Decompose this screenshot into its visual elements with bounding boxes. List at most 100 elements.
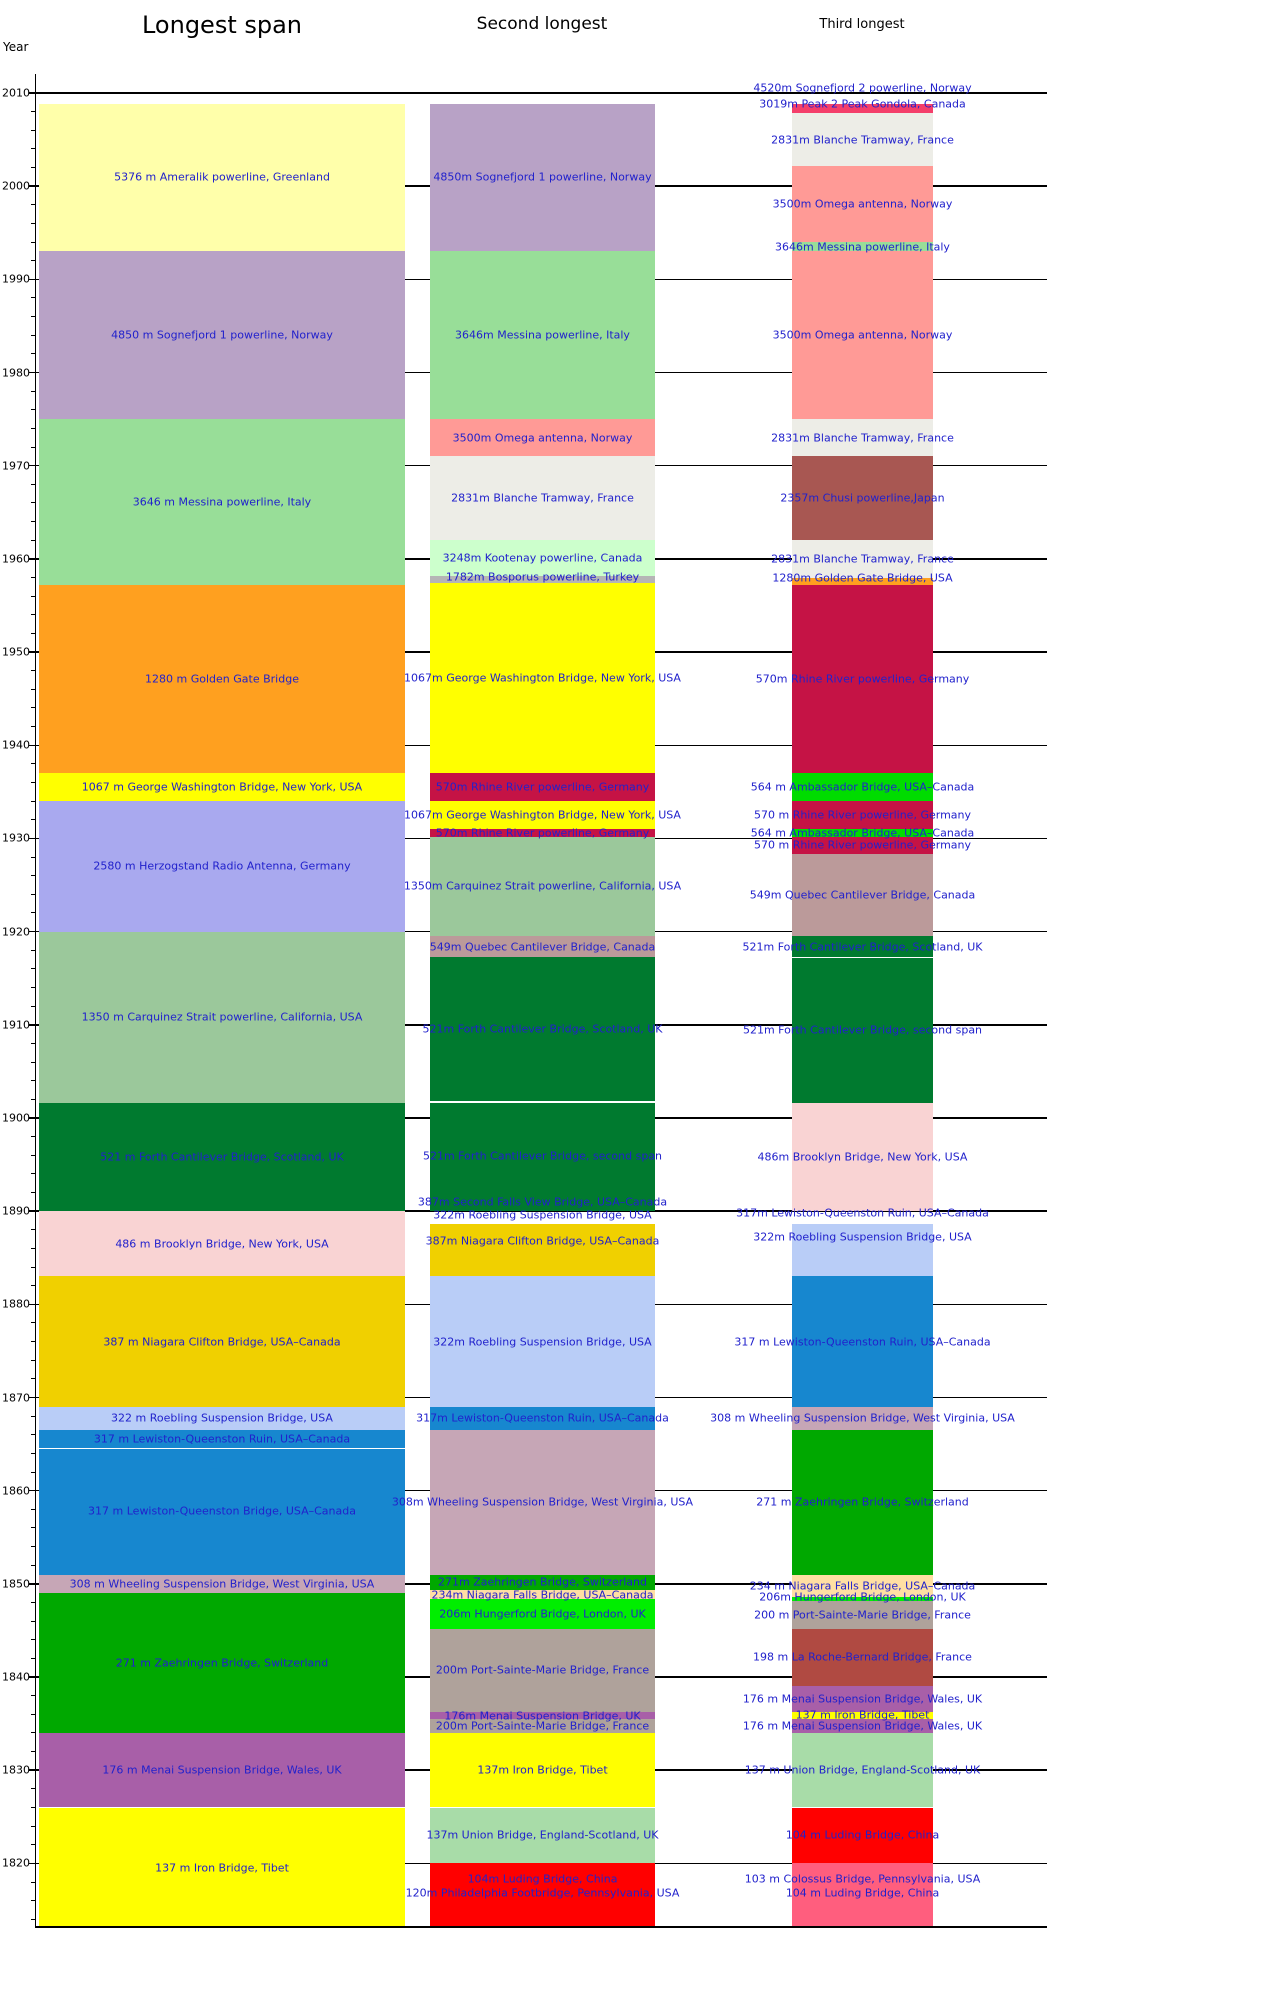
minor-tick [31, 1154, 36, 1156]
minor-tick [31, 539, 36, 541]
minor-tick [31, 334, 36, 336]
timeline-block [39, 1103, 405, 1212]
minor-tick [31, 707, 36, 709]
year-tick-label: 1840 [2, 1670, 30, 1684]
year-tick [29, 1117, 36, 1119]
block-label: 1350 m Carquinez Strait powerline, Calif… [81, 1010, 363, 1024]
timeline-block [792, 1596, 933, 1601]
timeline-block [39, 1406, 405, 1431]
timeline-block [792, 801, 933, 830]
block-label: 3646 m Messina powerline, Italy [132, 495, 312, 509]
minor-tick [31, 875, 36, 877]
timeline-block [430, 1430, 655, 1575]
year-tick [29, 558, 36, 560]
block-label: 570m Rhine River powerline, Germany [435, 826, 650, 840]
year-tick [29, 1583, 36, 1585]
year-tick-label: 1870 [2, 1391, 30, 1405]
y-axis-line [34, 74, 36, 1926]
block-label: 200m Port-Sainte-Marie Bridge, France [435, 1663, 650, 1677]
block-label: 176m Menai Suspension Bridge, UK [444, 1709, 641, 1723]
block-label: 3500m Omega antenna, Norway [772, 197, 953, 211]
block-label: 137 m Union Bridge, England-Scotland, UK [744, 1763, 981, 1777]
minor-tick [31, 577, 36, 579]
minor-tick [31, 856, 36, 858]
timeline-block [792, 773, 933, 802]
year-tick [29, 185, 36, 187]
minor-tick [31, 1359, 36, 1361]
timeline-block [792, 1686, 933, 1712]
timeline-block [430, 583, 655, 774]
minor-tick [31, 353, 36, 355]
timeline-block [792, 165, 933, 243]
block-label: 521m Forth Cantilever Bridge, second spa… [742, 1023, 983, 1037]
block-label: 317 m Lewiston-Queenston Bridge, USA–Can… [88, 1504, 356, 1518]
timeline-block [39, 1807, 405, 1928]
minor-tick [31, 1042, 36, 1044]
minor-tick [31, 726, 36, 728]
year-tick [29, 1676, 36, 1678]
year-tick-label: 2010 [2, 86, 30, 100]
year-tick [29, 1303, 36, 1306]
year-tick-label: 1990 [2, 272, 30, 286]
timeline-block [792, 242, 933, 252]
minor-tick [31, 1471, 36, 1473]
year-tick-label: 1860 [2, 1484, 30, 1498]
block-label: 3248m Kootenay powerline, Canada [442, 551, 643, 565]
timeline-block [39, 584, 405, 774]
minor-tick [31, 222, 36, 224]
minor-tick [31, 1900, 36, 1902]
block-label: 2831m Blanche Tramway, France [771, 133, 954, 147]
timeline-block [792, 251, 933, 420]
block-label: 317m Lewiston-Queenston Ruin, USA–Canada [416, 1411, 669, 1425]
block-label: 2357m Chusi powerline,Japan [780, 491, 945, 505]
minor-tick [31, 1322, 36, 1324]
block-label: 322 m Roebling Suspension Bridge, USA [111, 1411, 333, 1425]
minor-tick [31, 670, 36, 672]
block-label: 317 m Lewiston-Queenston Ruin, USA–Canad… [93, 1432, 351, 1446]
year-tick-label: 1970 [2, 459, 30, 473]
timeline-block [792, 829, 933, 837]
block-label: 234m Niagara Falls Bridge, USA–Canada [431, 1588, 654, 1602]
timeline-block [39, 1211, 405, 1277]
timeline-block [430, 1718, 655, 1733]
block-label: 206m Hungerford Bridge, London, UK [759, 1590, 966, 1604]
minor-tick [31, 1415, 36, 1417]
block-label: 387 m Niagara Clifton Bridge, USA–Canada [103, 1335, 341, 1349]
timeline-block [430, 936, 655, 957]
timeline-block [39, 1593, 405, 1733]
minor-tick [31, 968, 36, 970]
minor-tick [31, 1229, 36, 1231]
block-label: 176 m Menai Suspension Bridge, Wales, UK [102, 1763, 342, 1777]
timeline-block [430, 103, 655, 252]
block-label: 3646m Messina powerline, Italy [775, 240, 950, 254]
minor-tick [31, 1620, 36, 1622]
timeline-block [430, 1732, 655, 1808]
year-tick [29, 744, 36, 746]
timeline-block [430, 419, 655, 457]
timeline-block [430, 801, 655, 830]
timeline-block [430, 1598, 655, 1629]
minor-tick [31, 427, 36, 429]
minor-tick [31, 1564, 36, 1566]
block-label: 549m Quebec Cantilever Bridge, Canada [429, 940, 656, 954]
year-tick [29, 1396, 36, 1399]
block-label: 1067 m George Washington Bridge, New Yor… [81, 780, 363, 794]
block-label: 486m Brooklyn Bridge, New York, USA [757, 1150, 968, 1164]
block-label: 570m Rhine River powerline, Germany [435, 780, 650, 794]
block-label: 322m Roebling Suspension Bridge, USA [433, 1208, 652, 1222]
column-title-longest: Longest span [141, 11, 303, 39]
block-label: 5376 m Ameralik powerline, Greenland [114, 170, 330, 184]
block-label: 322m Roebling Suspension Bridge, USA [753, 1230, 972, 1244]
timeline-block [792, 958, 933, 1104]
year-tick-label: 1910 [2, 1018, 30, 1032]
timeline-block [430, 1628, 655, 1712]
year-tick-label: 1980 [2, 366, 30, 380]
minor-tick [31, 1639, 36, 1641]
minor-tick [31, 1247, 36, 1249]
minor-tick [31, 390, 36, 392]
minor-tick [31, 1061, 36, 1063]
minor-tick [31, 1918, 36, 1920]
timeline-block [39, 801, 405, 932]
year-tick [29, 371, 36, 374]
